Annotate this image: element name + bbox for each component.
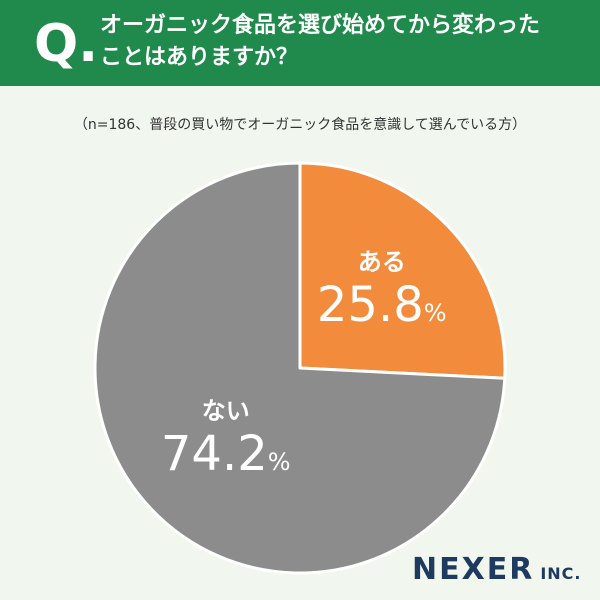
slice-label-aru: ある 25.8%: [292, 247, 472, 344]
question-text-line1: オーガニック食品を選び始めてから変わった: [100, 13, 541, 38]
question-mark: Q.: [34, 14, 98, 74]
slice-unit-nai: %: [267, 447, 291, 476]
nexer-logo: NEXER INC.: [412, 552, 582, 587]
slice-value-aru: 25.8%: [292, 277, 472, 344]
slice-name-aru: ある: [357, 248, 406, 277]
brand-name: NEXER: [412, 552, 535, 587]
brand-suffix: INC.: [540, 564, 582, 583]
question-text-line2: ことはありますか？: [100, 45, 299, 70]
slice-nai: [93, 161, 507, 575]
slice-number-aru: 25.8: [316, 277, 424, 334]
slice-unit-aru: %: [423, 299, 447, 328]
question-header: Q. オーガニック食品を選び始めてから変わった ことはありますか？: [0, 0, 600, 86]
slice-value-nai: 74.2%: [136, 426, 316, 493]
slice-name-nai: ない: [201, 396, 250, 425]
slice-label-nai: ない 74.2%: [136, 396, 316, 493]
slice-aru: [298, 161, 507, 380]
sample-note: （n=186、普段の買い物でオーガニック食品を意識して選んでいる方）: [73, 117, 527, 133]
slice-number-nai: 74.2: [160, 425, 268, 482]
